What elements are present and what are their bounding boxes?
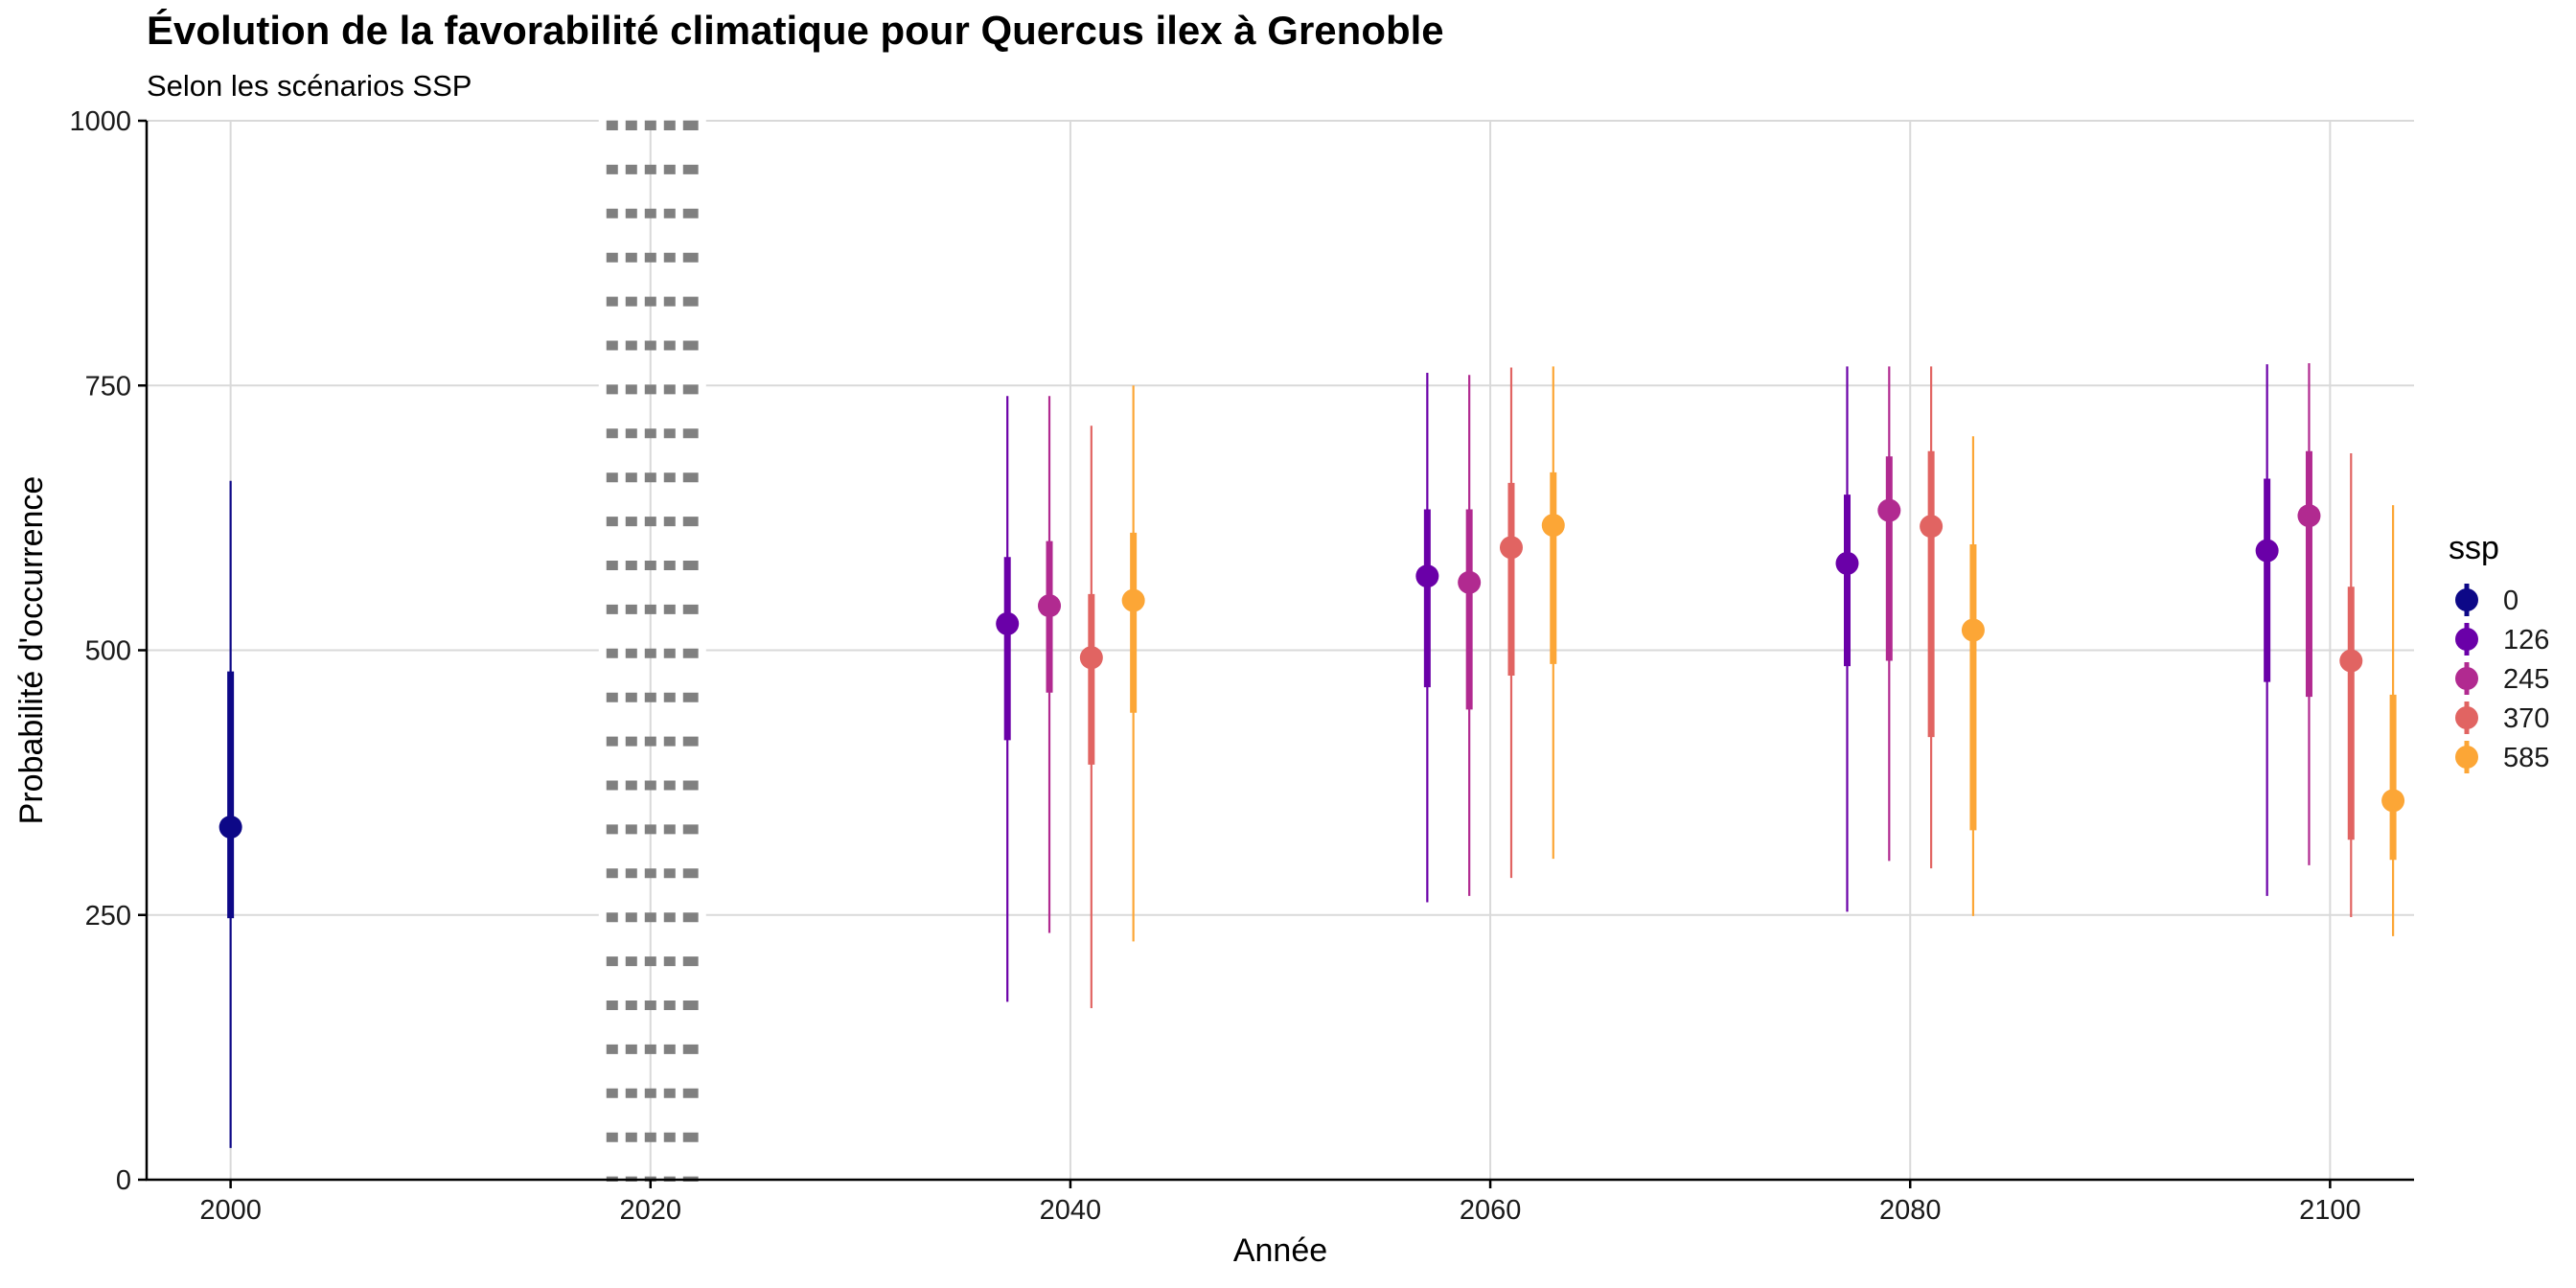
x-tick-label: 2100 (2299, 1195, 2361, 1226)
gridlines (147, 120, 2414, 1181)
y-tick-label: 250 (85, 901, 131, 932)
legend-label-ssp-126: 126 (2503, 625, 2549, 656)
y-tick-label: 500 (85, 636, 131, 667)
point-ssp-245 (1877, 498, 1901, 522)
chart-subtitle: Selon les scénarios SSP (147, 69, 472, 103)
x-tick-label: 2000 (199, 1195, 262, 1226)
axes: 0 250 500 750 1000 2000 2020 2040 2060 2080 2100 An… (13, 106, 2414, 1269)
point-ssp-245 (1038, 594, 1062, 618)
x-tick-label: 2080 (1879, 1195, 1942, 1226)
x-tick-label: 2040 (1040, 1195, 1102, 1226)
point-ssp-126 (2255, 539, 2279, 563)
y-tick-label: 1000 (69, 106, 131, 137)
legend-key-point-ssp-0 (2455, 588, 2478, 611)
point-ssp-585 (2381, 789, 2405, 813)
point-ssp-585 (1961, 618, 1985, 642)
point-ssp-126 (1835, 551, 1859, 575)
x-tick-label: 2060 (1460, 1195, 1522, 1226)
point-ssp-0 (218, 816, 242, 840)
point-ssp-370 (1920, 515, 1944, 539)
reference-line-layer (598, 111, 706, 1189)
point-ssp-370 (2339, 649, 2363, 673)
legend-key-point-ssp-245 (2455, 667, 2478, 690)
y-tick-label: 0 (116, 1165, 131, 1196)
x-axis-title: Année (1233, 1232, 1327, 1269)
legend-label-ssp-370: 370 (2503, 703, 2549, 734)
y-tick-label: 750 (85, 371, 131, 402)
legend-label-ssp-245: 245 (2503, 664, 2549, 695)
point-ssp-370 (1499, 536, 1523, 560)
point-ssp-126 (996, 611, 1020, 635)
legend-key-point-ssp-126 (2455, 628, 2478, 651)
y-axis-title: Probabilité d'occurrence (13, 476, 50, 825)
x-tick-label: 2020 (620, 1195, 682, 1226)
legend-label-ssp-585: 585 (2503, 743, 2549, 773)
point-ssp-245 (2297, 504, 2321, 528)
legend-key-point-ssp-585 (2455, 746, 2478, 769)
legend-title: ssp (2449, 530, 2499, 566)
data-marks (218, 363, 2405, 1148)
legend-label-ssp-0: 0 (2503, 586, 2518, 616)
point-ssp-585 (1121, 588, 1145, 612)
point-ssp-245 (1458, 570, 1482, 594)
chart-title: Évolution de la favorabilité climatique … (147, 8, 1444, 53)
point-ssp-126 (1415, 564, 1439, 588)
legend-key-point-ssp-370 (2455, 706, 2478, 729)
point-ssp-585 (1541, 514, 1565, 538)
point-ssp-370 (1079, 646, 1103, 670)
